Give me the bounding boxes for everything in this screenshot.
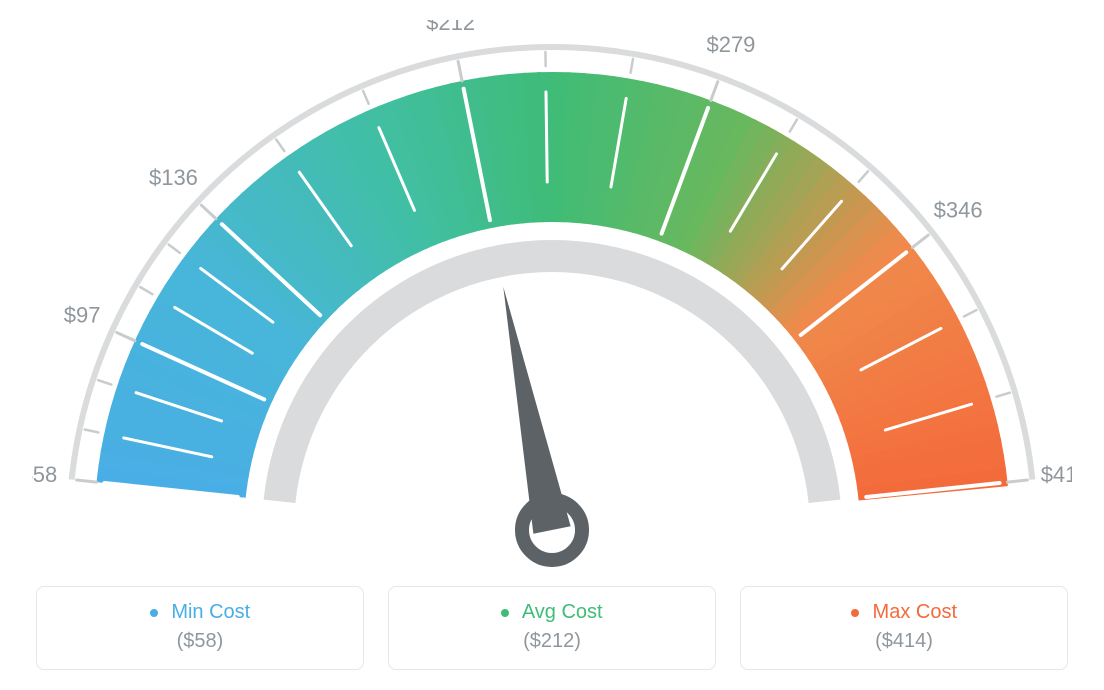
legend-title-avg: Avg Cost [389, 601, 715, 624]
legend-title-max: Max Cost [741, 601, 1067, 624]
svg-text:$97: $97 [64, 303, 101, 328]
gauge-chart: $58 $97 $136 $212 $279 $346 $414 [32, 20, 1072, 590]
legend-title-min: Min Cost [37, 601, 363, 624]
legend-value-avg: ($212) [389, 630, 715, 653]
svg-text:$414: $414 [1041, 462, 1072, 487]
legend-card-max: Max Cost ($414) [740, 586, 1068, 670]
svg-text:$212: $212 [426, 20, 475, 35]
legend-title-min-text: Min Cost [171, 601, 250, 623]
legend-title-avg-text: Avg Cost [522, 601, 603, 623]
legend-dot-min [150, 609, 158, 617]
legend-value-min: ($58) [37, 630, 363, 653]
svg-text:$136: $136 [149, 165, 198, 190]
gauge-svg: $58 $97 $136 $212 $279 $346 $414 [32, 20, 1072, 590]
legend-dot-avg [501, 609, 509, 617]
legend-dot-max [851, 609, 859, 617]
svg-text:$279: $279 [706, 32, 755, 57]
legend-card-min: Min Cost ($58) [36, 586, 364, 670]
svg-text:$346: $346 [934, 197, 983, 222]
legend-title-max-text: Max Cost [873, 601, 957, 623]
svg-text:$58: $58 [32, 462, 57, 487]
legend-card-avg: Avg Cost ($212) [388, 586, 716, 670]
legend-row: Min Cost ($58) Avg Cost ($212) Max Cost … [36, 586, 1068, 670]
legend-value-max: ($414) [741, 630, 1067, 653]
